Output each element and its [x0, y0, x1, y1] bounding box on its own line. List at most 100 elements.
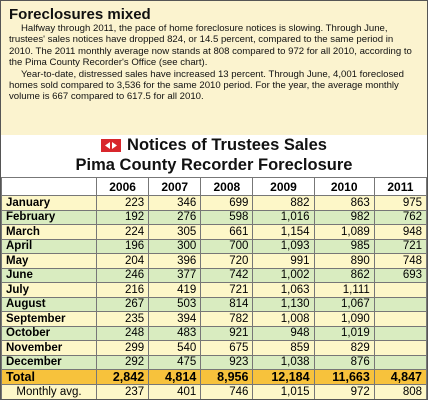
cell: 862: [313, 267, 375, 283]
cell: [373, 296, 427, 312]
header-cell: 2011: [373, 177, 427, 196]
cell: 377: [148, 267, 202, 283]
cell: 8,956: [200, 369, 254, 385]
cell: 11,663: [313, 369, 375, 385]
cell: 248: [95, 325, 150, 341]
cell: 396: [148, 253, 202, 269]
cell: 346: [148, 195, 202, 211]
cell: 948: [252, 325, 315, 341]
cell: 1,067: [313, 296, 375, 312]
table-row: July 216 419 721 1,063 1,111: [1, 282, 427, 298]
headline: Foreclosures mixed: [9, 6, 151, 23]
table-row: October 248 483 921 948 1,019: [1, 325, 427, 341]
row-label: March: [1, 224, 97, 240]
cell: 693: [373, 267, 427, 283]
table-row: February 192 276 598 1,016 982 762: [1, 209, 427, 225]
cell: 762: [373, 209, 427, 225]
cell: 598: [200, 209, 254, 225]
header-cell: 2008: [200, 177, 254, 196]
cell: 814: [200, 296, 254, 312]
cell: 1,090: [313, 311, 375, 327]
table-title-text: Notices of Trustees Sales: [127, 136, 327, 154]
cell: 4,847: [373, 369, 427, 385]
header-cell: [1, 177, 97, 196]
cell: 985: [313, 238, 375, 254]
cell: 1,016: [252, 209, 315, 225]
cell: 300: [148, 238, 202, 254]
row-label: Total: [1, 369, 97, 385]
cell: 276: [148, 209, 202, 225]
cell: 196: [95, 238, 150, 254]
cell: [373, 340, 427, 356]
table-row: January 223 346 699 882 863 975: [1, 195, 427, 211]
table-row: Monthly avg. 237 401 746 1,015 972 808: [1, 384, 427, 399]
row-label: May: [1, 253, 97, 269]
cell: 982: [313, 209, 375, 225]
cell: 1,038: [252, 354, 315, 370]
row-label: August: [1, 296, 97, 312]
row-label: July: [1, 282, 97, 298]
table-row: March 224 305 661 1,154 1,089 948: [1, 224, 427, 240]
cell: 972: [313, 384, 375, 399]
cell: 1,093: [252, 238, 315, 254]
cell: 1,154: [252, 224, 315, 240]
cell: 746: [200, 384, 254, 399]
cell: 742: [200, 267, 254, 283]
cell: [373, 282, 427, 298]
cell: 216: [95, 282, 150, 298]
cell: 661: [200, 224, 254, 240]
cell: [373, 354, 427, 370]
cell: 192: [95, 209, 150, 225]
cell: 748: [373, 253, 427, 269]
cell: 1,111: [313, 282, 375, 298]
cell: 204: [95, 253, 150, 269]
cell: 1,063: [252, 282, 315, 298]
cell: 246: [95, 267, 150, 283]
table-row: December 292 475 923 1,038 876: [1, 354, 427, 370]
row-label: April: [1, 238, 97, 254]
data-table: 2006 2007 2008 2009 2010 2011 January 223 346 699…: [1, 177, 427, 399]
cell: 808: [373, 384, 427, 399]
table-row: September 235 394 782 1,008 1,090: [1, 311, 427, 327]
header-cell: 2007: [148, 177, 202, 196]
cell: 2,842: [95, 369, 150, 385]
cell: 12,184: [252, 369, 315, 385]
paragraph: Halfway through 2011, the pace of home f…: [9, 23, 412, 69]
cell: 699: [200, 195, 254, 211]
table-row: Total 2,842 4,814 8,956 12,184 11,663 4,847: [1, 369, 427, 385]
cell: 975: [373, 195, 427, 211]
cell: 1,002: [252, 267, 315, 283]
cell: 675: [200, 340, 254, 356]
cell: 299: [95, 340, 150, 356]
cell: 876: [313, 354, 375, 370]
row-label: Monthly avg.: [1, 384, 97, 399]
table-row: June 246 377 742 1,002 862 693: [1, 267, 427, 283]
cell: 721: [373, 238, 427, 254]
paragraph: Year-to-date, distressed sales have incr…: [9, 68, 404, 103]
cell: 1,015: [252, 384, 315, 399]
icon: [101, 139, 122, 152]
row-label: November: [1, 340, 97, 356]
header-cell: 2010: [313, 177, 375, 196]
row-label: June: [1, 267, 97, 283]
header-row: 2006 2007 2008 2009 2010 2011: [1, 177, 427, 196]
header-cell: 2006: [95, 177, 150, 196]
cell: 224: [95, 224, 150, 240]
cell: 890: [313, 253, 375, 269]
cell: 700: [200, 238, 254, 254]
row-label: January: [1, 195, 97, 211]
cell: 923: [200, 354, 254, 370]
cell: [373, 311, 427, 327]
cell: 1,008: [252, 311, 315, 327]
table-title: Notices of Trustees Sales Pima County Re…: [1, 135, 427, 177]
table-title-line: Notices of Trustees Sales: [1, 135, 427, 155]
cell: 292: [95, 354, 150, 370]
cell: 921: [200, 325, 254, 341]
cell: 782: [200, 311, 254, 327]
table-subtitle: Pima County Recorder Foreclosure: [75, 156, 353, 174]
cell: 540: [148, 340, 202, 356]
table-row: May 204 396 720 991 890 748: [1, 253, 427, 269]
row-label: December: [1, 354, 97, 370]
